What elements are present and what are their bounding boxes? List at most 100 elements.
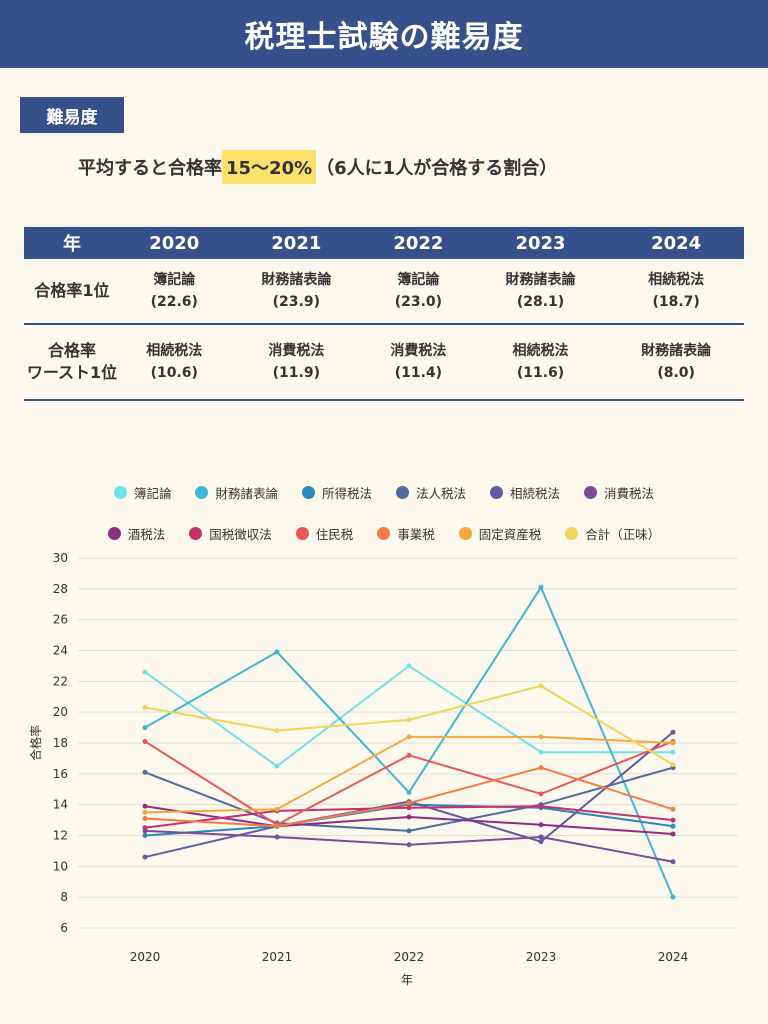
data-point (142, 669, 148, 675)
summary-text: 平均すると合格率 15〜20% （6人に1人が合格する割合） (78, 150, 557, 184)
legend-item[interactable]: 財務諸表論 (195, 483, 278, 502)
row-head-top: 合格率1位 (24, 259, 120, 325)
legend-item[interactable]: 固定資産税 (458, 524, 542, 543)
legend-item[interactable]: 住民税 (295, 524, 354, 543)
table-header-cell: 年 (24, 227, 120, 259)
legend-item[interactable]: 合計（正味） (565, 524, 660, 543)
legend-label: 固定資産税 (478, 527, 542, 542)
data-point (406, 734, 412, 740)
subject-name: 簿記論 (397, 272, 440, 288)
subject-name: 簿記論 (153, 272, 196, 288)
table-cell: 財務諸表論 (23.9) (228, 259, 365, 325)
legend-label: 相続税法 (510, 486, 561, 501)
data-point (670, 817, 676, 823)
table-cell: 消費税法 (11.4) (364, 324, 473, 401)
legend-label: 法人税法 (416, 486, 467, 501)
legend-label: 国税徴収法 (209, 527, 272, 542)
y-tick-label: 20 (53, 705, 68, 719)
legend-label: 酒税法 (127, 527, 166, 542)
x-tick-label: 2022 (394, 950, 425, 964)
data-point (142, 738, 148, 744)
legend-swatch (377, 527, 391, 540)
pass-rate-value: (11.6) (516, 365, 565, 381)
x-tick-label: 2023 (526, 950, 557, 964)
legend-item[interactable]: 所得税法 (301, 483, 372, 502)
legend-item[interactable]: 法人税法 (396, 483, 466, 502)
data-point (538, 584, 544, 590)
pass-rate-value: (10.6) (150, 365, 198, 381)
legend-swatch (113, 486, 127, 499)
data-point (538, 791, 544, 797)
y-tick-label: 28 (53, 582, 68, 596)
table-cell: 財務諸表論 (28.1) (472, 259, 609, 325)
legend-row: 簿記論 財務諸表論 所得税法 法人税法 相続税法 消費税法 (0, 483, 768, 502)
legend-item[interactable]: 相続税法 (490, 483, 560, 502)
data-point (670, 749, 676, 755)
data-point (670, 740, 676, 746)
data-point (406, 789, 412, 795)
table-header-cell: 2023 (472, 227, 609, 259)
pass-rate-value: (11.9) (272, 365, 320, 381)
data-point (538, 765, 544, 771)
subject-name: 財務諸表論 (505, 272, 576, 288)
data-point (538, 734, 544, 740)
pass-rate-rank-table: 年 2020 2021 2022 2023 2024 合格率1位 簿記論 (22.… (24, 227, 744, 401)
data-point (670, 894, 676, 900)
legend-item[interactable]: 消費税法 (584, 483, 654, 502)
data-point (538, 683, 544, 689)
subject-name: 相続税法 (146, 343, 203, 359)
legend-item[interactable]: 国税徴収法 (189, 524, 272, 543)
legend-swatch (295, 527, 309, 540)
subject-name: 財務諸表論 (641, 343, 712, 359)
y-tick-label: 22 (53, 674, 68, 688)
table-header-row: 年 2020 2021 2022 2023 2024 (24, 227, 744, 259)
legend-label: 合計（正味） (585, 527, 661, 542)
data-point (406, 663, 412, 669)
data-point (274, 649, 280, 655)
legend-label: 住民税 (315, 527, 354, 542)
data-point (142, 816, 148, 822)
y-tick-label: 12 (53, 829, 68, 843)
legend-swatch (565, 527, 579, 540)
legend-label: 所得税法 (321, 486, 372, 501)
pass-rate-value: (18.7) (652, 294, 700, 310)
table-row: 合格率 ワースト1位 相続税法 (10.6) 消費税法 (11.9) 消費税法 (11.… (24, 324, 744, 401)
data-point (670, 823, 676, 829)
data-point (274, 763, 280, 769)
legend-item[interactable]: 簿記論 (113, 483, 171, 502)
legend-swatch (490, 486, 504, 499)
summary-prefix: 平均すると合格率 (78, 158, 222, 179)
table-cell: 財務諸表論 (8.0) (608, 324, 744, 401)
x-tick-label: 2020 (130, 950, 161, 964)
table-header-cell: 2021 (228, 227, 365, 259)
legend-row: 酒税法 国税徴収法 住民税 事業税 固定資産税 合計（正味） (0, 524, 768, 543)
subject-name: 相続税法 (512, 343, 569, 359)
data-point (274, 806, 280, 812)
legend-swatch (107, 527, 121, 540)
legend-swatch (195, 486, 209, 499)
data-point (406, 842, 412, 848)
data-point (142, 803, 148, 809)
legend-label: 消費税法 (604, 486, 655, 501)
data-point (406, 805, 412, 811)
subject-name: 消費税法 (268, 343, 325, 359)
row-head-text: ワースト1位 (26, 363, 118, 382)
legend-item[interactable]: 酒税法 (107, 524, 166, 543)
pass-rate-value: (11.4) (394, 365, 443, 381)
table-row: 合格率1位 簿記論 (22.6) 財務諸表論 (23.9) 簿記論 (23.0) 財務… (24, 259, 744, 325)
legend-item[interactable]: 事業税 (377, 524, 435, 543)
y-tick-label: 10 (53, 859, 68, 873)
data-point (406, 814, 412, 820)
legend-label: 事業税 (397, 527, 435, 542)
data-point (538, 822, 544, 828)
y-tick-label: 18 (53, 736, 68, 750)
table-cell: 相続税法 (18.7) (608, 259, 744, 325)
legend-swatch (189, 527, 203, 540)
data-point (670, 806, 676, 812)
row-head-worst: 合格率 ワースト1位 (24, 324, 120, 401)
y-tick-label: 26 (53, 613, 68, 627)
table-header-cell: 2022 (364, 227, 473, 259)
data-point (670, 859, 676, 865)
legend-swatch (396, 486, 409, 499)
